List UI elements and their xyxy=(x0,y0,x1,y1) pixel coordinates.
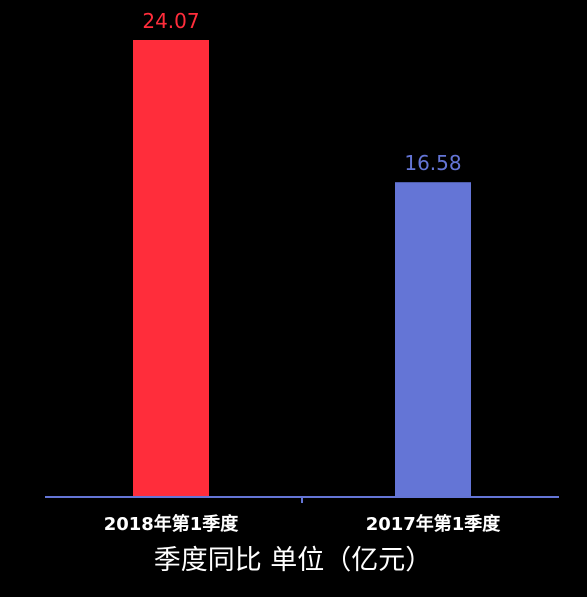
x-tick-label-1: 2018年第1季度 xyxy=(104,513,240,535)
bars-layer xyxy=(133,40,471,497)
data-label-1: 24.07 xyxy=(142,9,199,33)
x-tick-label-2: 2017年第1季度 xyxy=(366,513,502,535)
data-label-2: 16.58 xyxy=(404,151,461,175)
chart-title: 季度同比 单位（亿元） xyxy=(154,545,433,576)
x-tick-labels-layer: 2018年第1季度 2017年第1季度 xyxy=(104,513,502,535)
bar-1 xyxy=(133,40,209,497)
data-labels-layer: 24.07 16.58 xyxy=(142,9,461,175)
bar-2 xyxy=(395,182,471,497)
